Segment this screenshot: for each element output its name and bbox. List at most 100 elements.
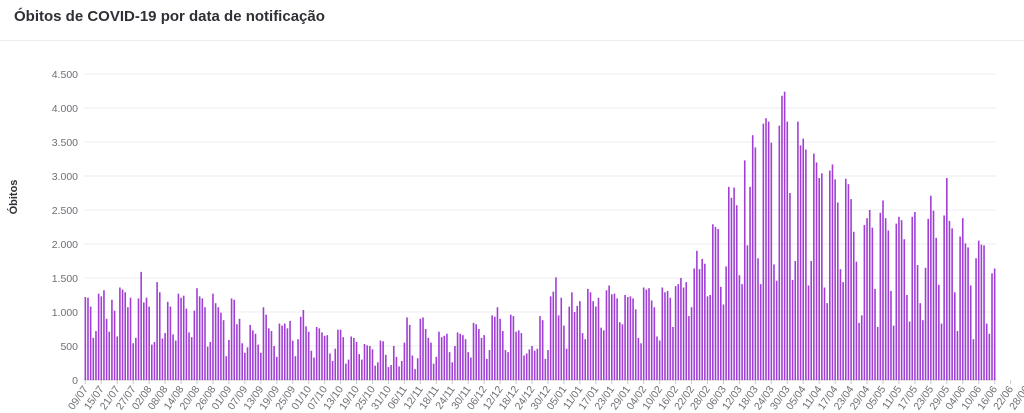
bar (517, 330, 520, 380)
bar (470, 357, 472, 380)
bar (528, 349, 531, 380)
bar (616, 298, 618, 380)
y-tick-label: 1.500 (52, 273, 78, 285)
bar (143, 302, 145, 380)
bar (124, 292, 127, 380)
bar (544, 358, 547, 380)
bar (959, 236, 961, 380)
bar (895, 223, 898, 380)
bar (818, 178, 820, 380)
bar (696, 250, 698, 380)
bar (113, 310, 116, 380)
bar (549, 296, 552, 380)
bar (797, 121, 799, 380)
bar (302, 309, 305, 380)
bar (802, 138, 805, 380)
y-tick-label: 1.000 (52, 307, 78, 319)
bar (866, 218, 868, 380)
bar (547, 350, 549, 380)
bar (414, 369, 416, 380)
bar (270, 331, 273, 380)
y-tick-label: 500 (60, 341, 78, 353)
bar (198, 296, 201, 380)
bar (985, 323, 988, 380)
bar (220, 312, 222, 380)
y-tick-label: 3.500 (52, 137, 78, 149)
bar (119, 287, 121, 380)
bar (863, 224, 866, 380)
bar (648, 288, 650, 380)
bar (318, 328, 321, 380)
bar (400, 360, 403, 380)
bar (690, 307, 693, 380)
bar (557, 315, 560, 380)
bar (504, 350, 507, 380)
bar (738, 275, 741, 380)
bar (358, 354, 360, 380)
bar (281, 325, 283, 380)
bar (850, 199, 852, 380)
bar (669, 297, 672, 380)
bar (565, 348, 568, 380)
bar (419, 318, 422, 380)
bar (286, 328, 289, 380)
bar (161, 338, 164, 380)
bar (87, 297, 89, 380)
bar (682, 287, 685, 380)
bar (767, 121, 770, 380)
bar (658, 340, 661, 380)
bar (712, 224, 714, 380)
bar (624, 295, 626, 380)
bar (930, 195, 932, 380)
bar (589, 292, 592, 380)
bar (422, 317, 424, 380)
bar (637, 337, 640, 380)
bar (754, 147, 757, 380)
bar (629, 296, 632, 380)
bar (209, 341, 212, 380)
bar (116, 336, 119, 380)
bar (459, 333, 462, 380)
bar (698, 269, 701, 380)
bar (821, 173, 823, 380)
bar (483, 335, 485, 380)
bar (685, 282, 688, 380)
bar (153, 341, 156, 380)
bar (781, 95, 783, 380)
bar (988, 333, 991, 380)
bar (244, 352, 246, 380)
bar (462, 335, 464, 380)
bar (475, 324, 477, 380)
bar (642, 287, 645, 380)
bar (204, 307, 206, 380)
bar (717, 229, 719, 380)
bar (722, 304, 725, 380)
bar (844, 178, 847, 380)
bar (185, 308, 188, 380)
bar (967, 247, 969, 380)
bar (972, 339, 975, 380)
bar (868, 210, 871, 380)
bar (884, 218, 887, 380)
bar (656, 336, 658, 380)
bar (166, 301, 169, 380)
bar (786, 121, 789, 380)
bar (847, 184, 850, 380)
bar (326, 335, 329, 380)
bar (233, 299, 236, 380)
bar (674, 286, 677, 380)
bar (709, 295, 711, 380)
bar (212, 293, 214, 380)
bar (858, 322, 860, 380)
bar (369, 346, 371, 380)
y-tick-label: 2.000 (52, 239, 78, 251)
bar (892, 325, 895, 380)
bar (491, 315, 493, 380)
bar (135, 337, 137, 380)
bar (480, 337, 483, 380)
bar (677, 284, 680, 380)
y-tick-label: 4.500 (52, 69, 78, 81)
bar (956, 331, 959, 380)
bar (265, 314, 267, 380)
